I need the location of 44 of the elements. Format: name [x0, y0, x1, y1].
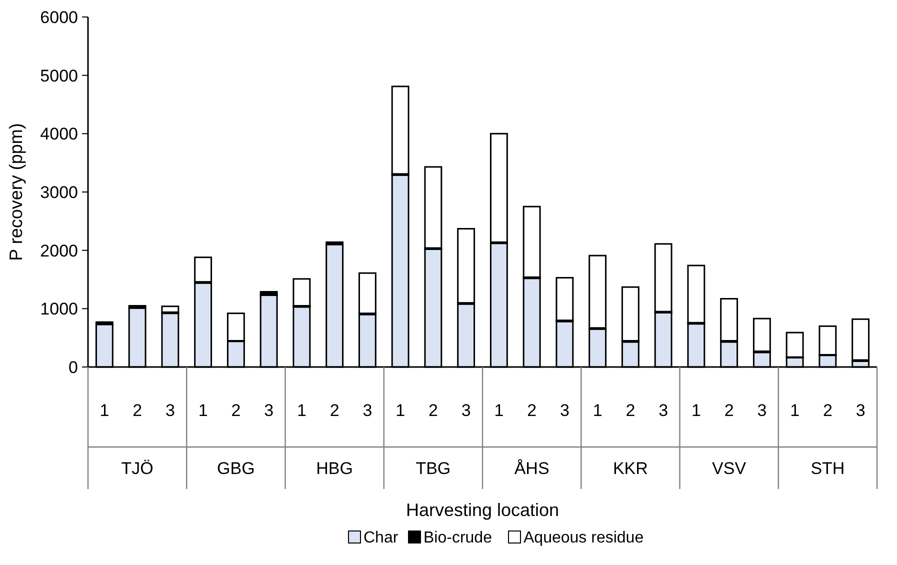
- x-tick-label: 2: [428, 400, 438, 420]
- y-tick-label: 6000: [40, 8, 78, 27]
- x-tick-label: 1: [198, 400, 208, 420]
- y-axis-title: P recovery (ppm): [6, 123, 26, 261]
- y-tick-label: 0: [68, 358, 78, 377]
- text: ÅHS: [514, 458, 550, 478]
- text: GBG: [217, 458, 255, 478]
- x-tick-label: 3: [856, 400, 866, 420]
- x-axis-title: Harvesting location: [406, 500, 560, 520]
- x-tick-label: 3: [461, 400, 471, 420]
- y-tick-label: 1000: [40, 300, 78, 319]
- legend-label: Aqueous residue: [524, 530, 644, 547]
- text: KKR: [612, 458, 648, 478]
- x-tick-label: 3: [560, 400, 570, 420]
- x-tick-label: 2: [626, 400, 636, 420]
- x-tick-label: 3: [165, 400, 175, 420]
- text: TJÖ: [121, 458, 154, 478]
- x-tick-label: 1: [396, 400, 406, 420]
- x-tick-label: 2: [330, 400, 340, 420]
- text: STH: [810, 458, 845, 478]
- y-tick-label: 2000: [40, 241, 78, 260]
- x-tick-label: 3: [362, 400, 372, 420]
- text: HBG: [316, 458, 353, 478]
- x-tick-label: 2: [231, 400, 241, 420]
- x-tick-label: 2: [724, 400, 734, 420]
- y-tick-label: 3000: [40, 182, 78, 202]
- x-tick-label: 3: [264, 400, 274, 420]
- y-tick-label: 5000: [40, 66, 78, 86]
- legend-label: Bio-crude: [424, 530, 492, 547]
- x-tick-label: 1: [100, 400, 110, 420]
- x-tick-label: 3: [757, 400, 767, 420]
- x-tick-label: 2: [132, 400, 142, 420]
- x-tick-label: 2: [822, 400, 832, 420]
- x-tick-label: 1: [296, 400, 306, 420]
- x-tick-label: 1: [592, 400, 602, 420]
- x-tick-label: 1: [790, 400, 800, 420]
- legend-label: Char: [364, 530, 399, 547]
- text: VSV: [712, 458, 747, 478]
- x-tick-label: 3: [658, 400, 668, 420]
- x-tick-label: 1: [494, 400, 504, 420]
- text: TBG: [416, 458, 451, 478]
- x-tick-label: 1: [691, 400, 701, 420]
- x-tick-label: 2: [527, 400, 537, 420]
- y-tick-label: 4000: [40, 124, 78, 144]
